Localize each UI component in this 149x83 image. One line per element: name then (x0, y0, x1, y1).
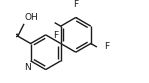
Text: N: N (24, 63, 31, 72)
Text: F: F (104, 42, 109, 51)
Text: F: F (73, 0, 78, 9)
Text: F: F (53, 31, 59, 40)
Text: OH: OH (24, 13, 38, 22)
